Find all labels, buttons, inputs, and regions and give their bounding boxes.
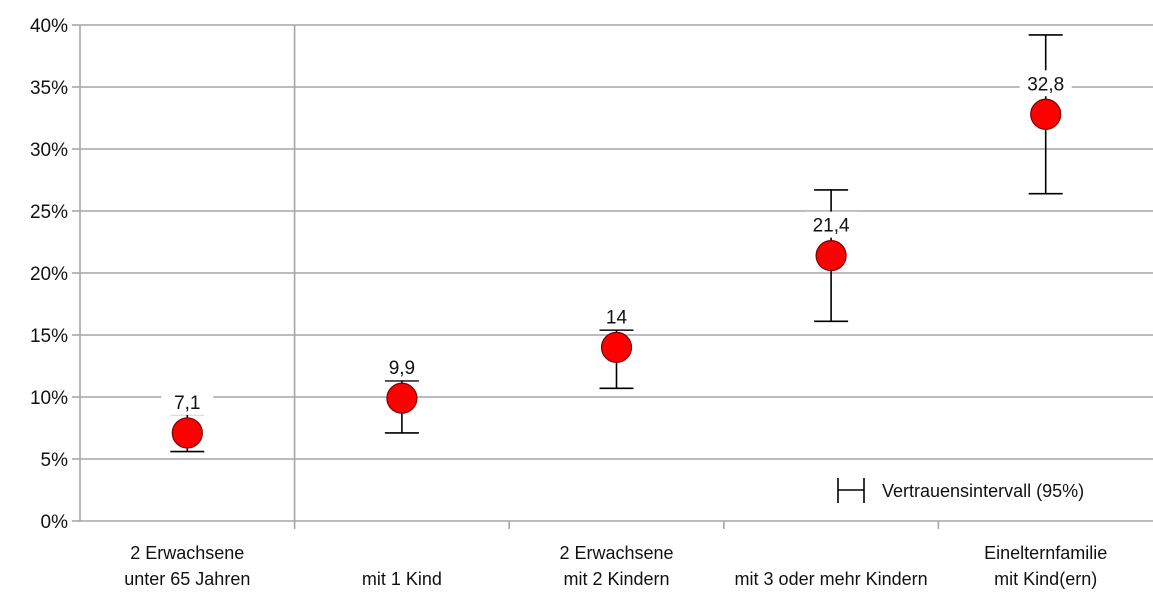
data-label: 7,1 <box>174 393 200 414</box>
x-axis-category-labels: 2 Erwachsene unter 65 Jahren mit 1 Kind 2 E… <box>124 543 1107 589</box>
data-label-background <box>1019 70 1072 97</box>
x-axis-category-label: mit 2 Kindern <box>563 569 669 589</box>
x-axis-category-label: mit 3 oder mehr Kindern <box>735 569 928 589</box>
data-point-marker <box>815 240 847 272</box>
y-axis-tick-label: 25% <box>30 202 68 223</box>
data-point-marker <box>1030 98 1062 130</box>
data-points: 7,1 9,9 14 21,4 32,8 <box>161 34 1072 453</box>
x-axis-category-label: 2 Erwachsene <box>559 543 673 563</box>
data-point-marker <box>386 382 418 414</box>
data-label: 32,8 <box>1027 74 1064 95</box>
x-axis-category-label: Einelternfamilie <box>984 543 1107 563</box>
axes <box>72 24 1153 529</box>
y-axis-tick-label: 20% <box>30 264 68 285</box>
data-point-marker <box>600 331 633 363</box>
data-label-background <box>161 388 214 415</box>
data-label-background <box>805 211 858 238</box>
legend-label: Vertrauensintervall (95%) <box>882 481 1084 501</box>
y-axis-tick-label: 10% <box>30 388 68 409</box>
legend: Vertrauensintervall (95%) <box>837 478 1084 503</box>
x-axis-category-label: unter 65 Jahren <box>124 569 250 589</box>
data-label-background <box>375 354 428 381</box>
y-axis-tick-label: 0% <box>41 512 69 533</box>
y-axis-tick-label: 15% <box>30 326 68 347</box>
data-point-marker <box>171 417 203 449</box>
data-label: 9,9 <box>389 358 415 379</box>
gridlines <box>80 24 1153 521</box>
y-axis-tick-label: 40% <box>30 16 68 37</box>
x-axis-category-label: 2 Erwachsene <box>130 543 244 563</box>
data-label: 21,4 <box>813 216 850 237</box>
y-axis-tick-label: 5% <box>41 450 69 471</box>
y-axis-tick-labels: 0% 5% 10% 15% 20% 25% 30% 35% 40% <box>30 16 68 533</box>
y-axis-tick-label: 30% <box>30 140 68 161</box>
x-axis-category-label: mit 1 Kind <box>362 569 442 589</box>
y-axis-tick-label: 35% <box>30 78 68 99</box>
x-axis-category-label: mit Kind(ern) <box>994 569 1097 589</box>
data-label-background <box>590 303 643 330</box>
data-label: 14 <box>606 307 628 328</box>
